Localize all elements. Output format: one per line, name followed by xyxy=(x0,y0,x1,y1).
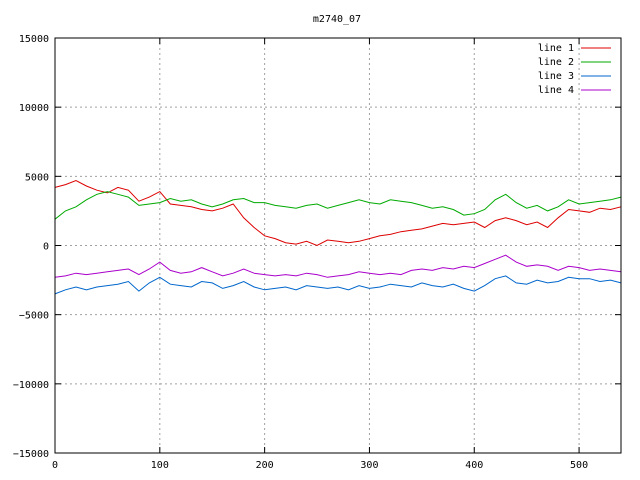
chart-title: m2740_07 xyxy=(313,14,361,25)
series-line-1 xyxy=(54,179,622,247)
y-tick-label: 10000 xyxy=(19,103,49,114)
grid-lines xyxy=(55,38,621,453)
series-layer xyxy=(54,179,622,295)
axis-ticks: 0 100 200 300 400 500 −15000 −10000 −5000 0 5000 10… xyxy=(13,34,621,471)
x-tick-label: 500 xyxy=(570,460,588,471)
series-line-2 xyxy=(54,191,622,220)
x-tick-label: 0 xyxy=(52,460,58,471)
legend-label: line 3 xyxy=(538,71,574,82)
series-line-4 xyxy=(54,254,622,278)
y-tick-label: −10000 xyxy=(13,380,49,391)
x-tick-label: 200 xyxy=(256,460,274,471)
y-tick-label: −5000 xyxy=(19,311,49,322)
x-tick-label: 400 xyxy=(465,460,483,471)
y-tick-label: 5000 xyxy=(25,172,49,183)
y-tick-label: 15000 xyxy=(19,34,49,45)
x-tick-label: 100 xyxy=(151,460,169,471)
legend-label: line 4 xyxy=(538,85,574,96)
y-tick-label: −15000 xyxy=(13,449,49,460)
legend: line 1 line 2 line 3 line 4 xyxy=(538,43,611,96)
y-tick-label: 0 xyxy=(43,242,49,253)
legend-label: line 1 xyxy=(538,43,574,54)
series-line-3 xyxy=(54,275,622,295)
legend-label: line 2 xyxy=(538,57,574,68)
x-tick-label: 300 xyxy=(360,460,378,471)
